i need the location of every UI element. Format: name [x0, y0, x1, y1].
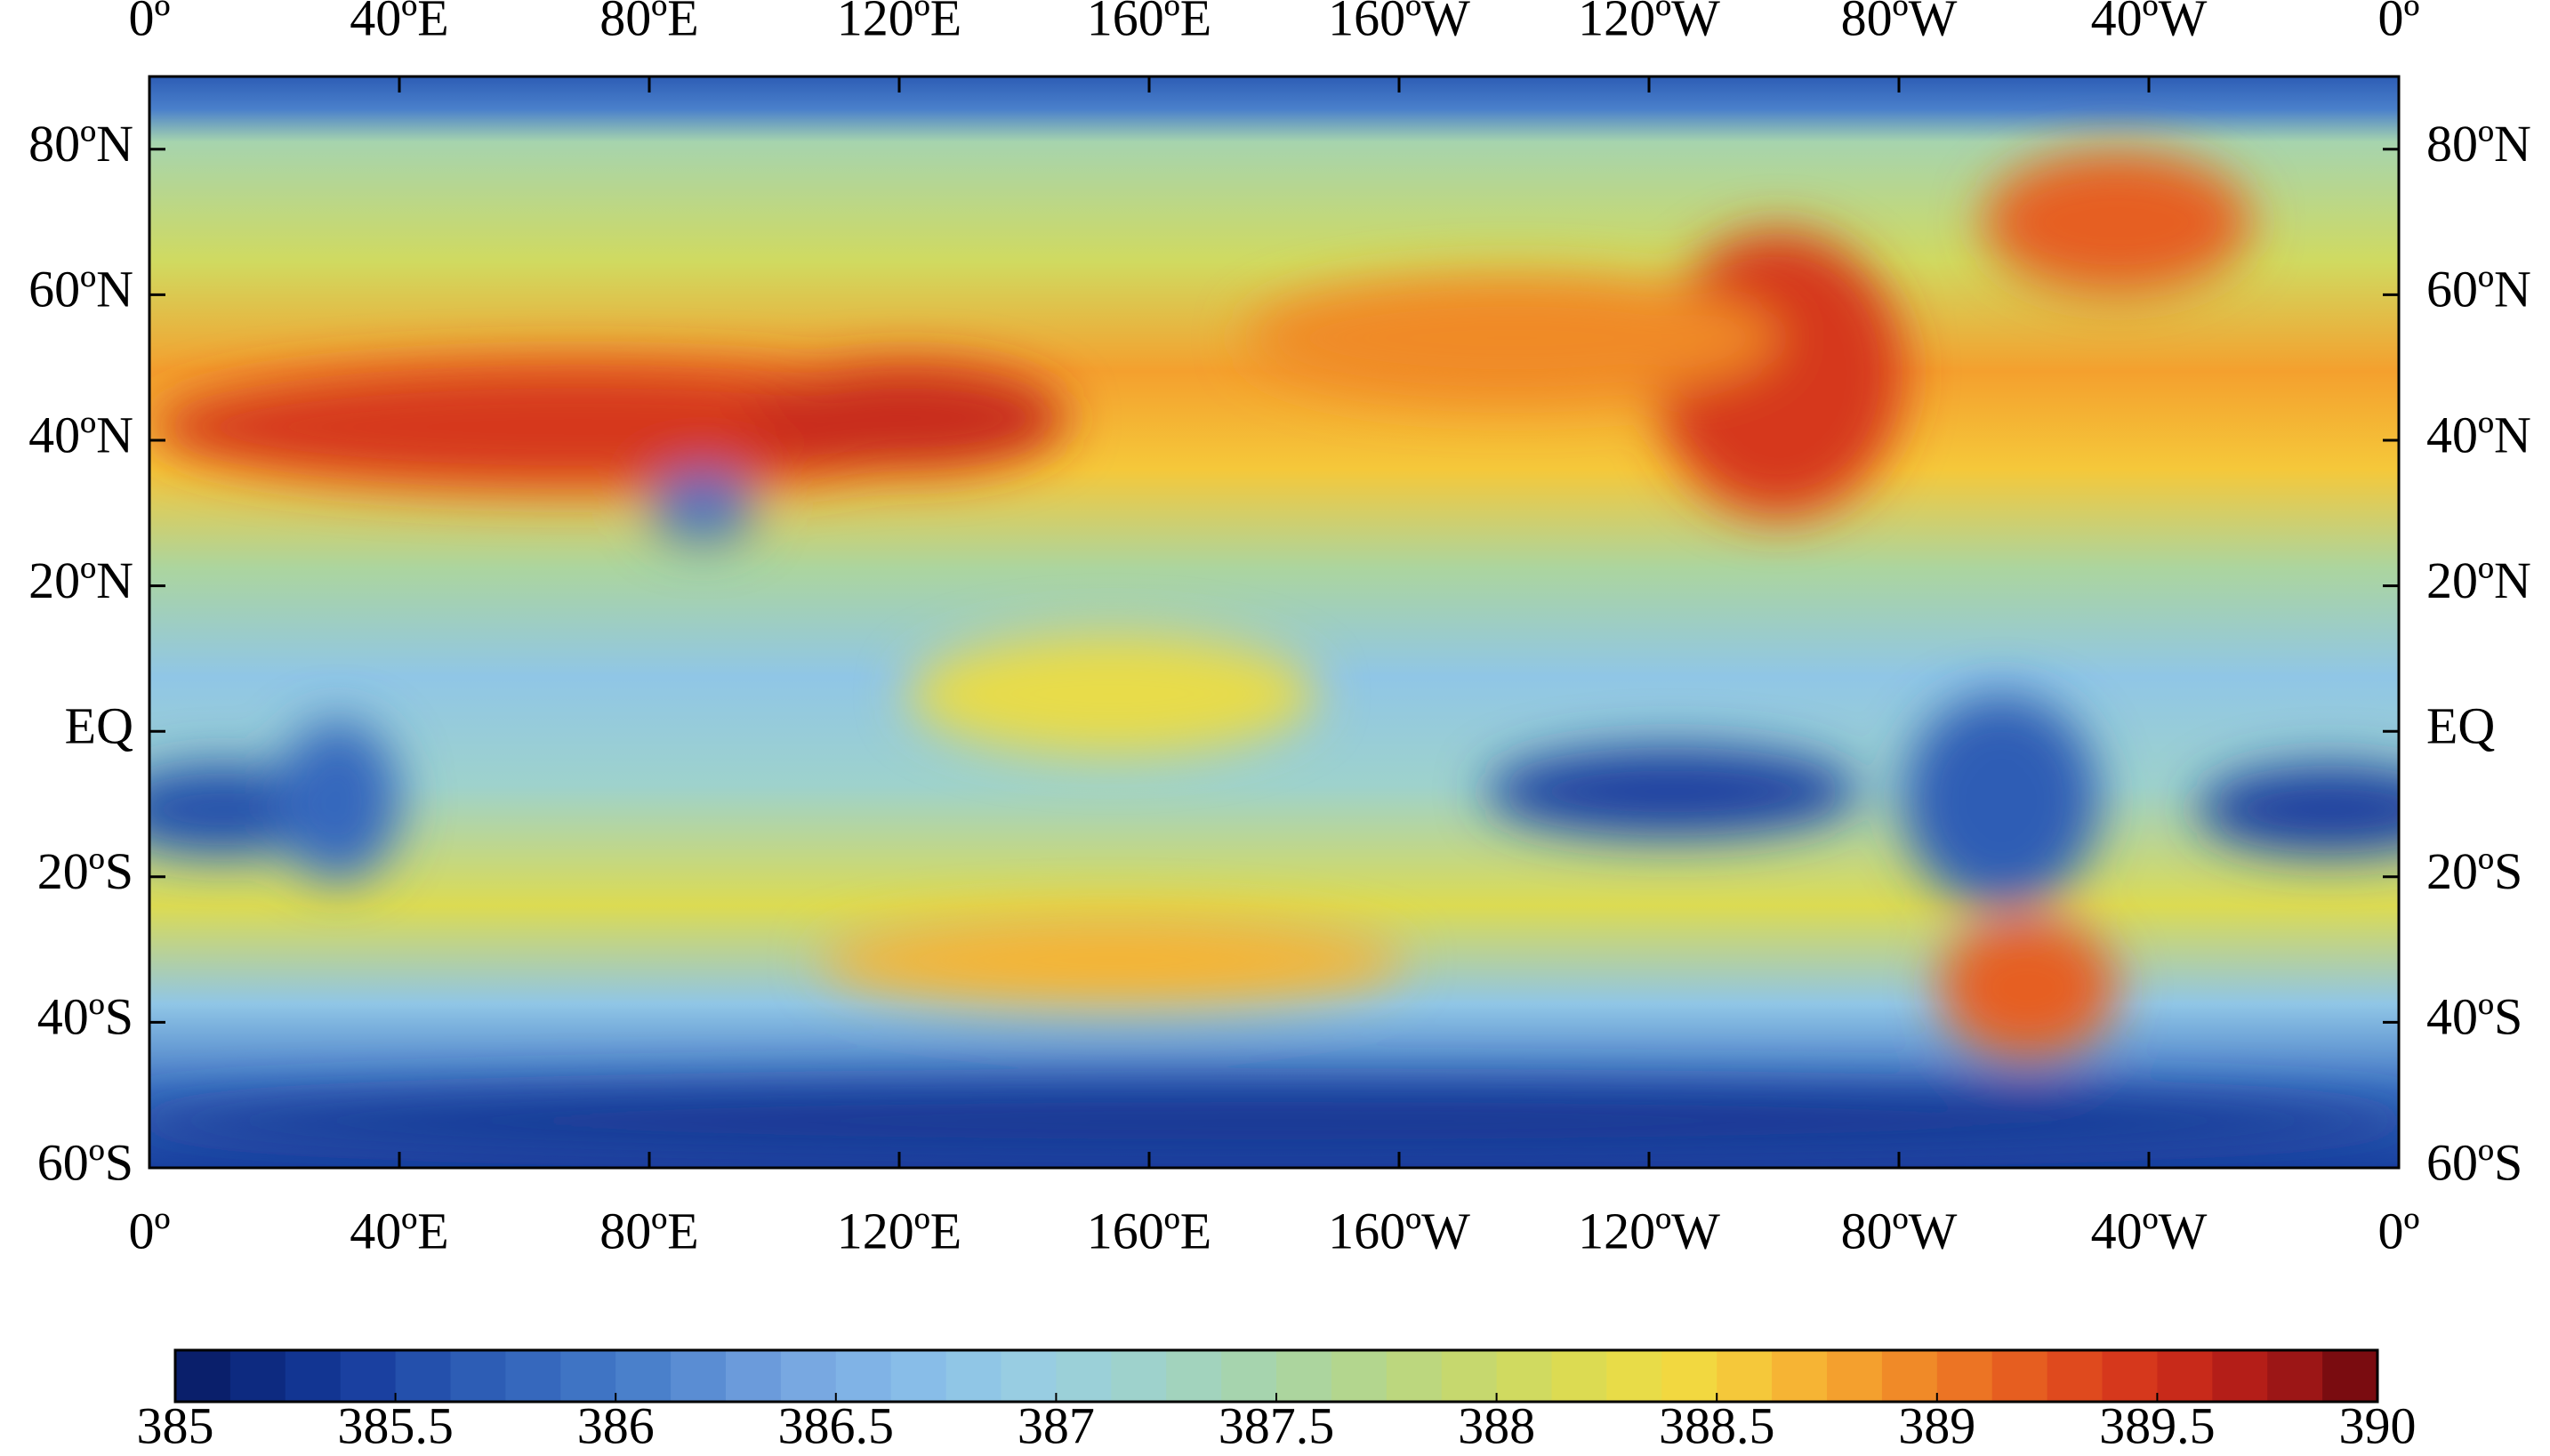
colorbar-swatch	[285, 1350, 342, 1402]
colorbar-swatch	[780, 1350, 837, 1402]
x-tick-label: 80ºW	[1841, 0, 1958, 46]
y-tick-label: 80ºN	[28, 115, 133, 173]
colorbar-swatch	[615, 1350, 672, 1402]
colorbar-tick-label: 389.5	[2099, 1396, 2216, 1454]
colorbar-swatch	[671, 1350, 727, 1402]
colorbar-tick-label: 386	[577, 1396, 655, 1454]
colorbar-swatch	[1111, 1350, 1167, 1402]
x-tick-label: 40ºW	[2091, 1202, 2208, 1259]
colorbar-swatch	[2157, 1350, 2213, 1402]
colorbar-swatch	[1772, 1350, 1828, 1402]
x-tick-label: 40ºE	[350, 0, 448, 46]
colorbar-swatch	[1661, 1350, 1717, 1402]
colorbar-swatch	[1001, 1350, 1057, 1402]
x-tick-label: 80ºE	[599, 1202, 698, 1259]
y-tick-label: 40ºN	[2426, 406, 2531, 463]
colorbar-swatch	[945, 1350, 1001, 1402]
colorbar-swatch	[505, 1350, 561, 1402]
y-tick-label: 20ºS	[2426, 842, 2522, 900]
x-tick-label: 80ºE	[599, 0, 698, 46]
y-tick-label: 40ºS	[37, 988, 133, 1046]
colorbar-swatch	[1331, 1350, 1388, 1402]
colorbar-swatch	[1166, 1350, 1222, 1402]
colorbar-swatch	[835, 1350, 892, 1402]
colorbar-swatch	[1991, 1350, 2048, 1402]
x-tick-label: 160ºW	[1328, 1202, 1470, 1259]
map-field	[149, 76, 2399, 1168]
colorbar-swatch	[395, 1350, 451, 1402]
colorbar-swatch	[1551, 1350, 1607, 1402]
x-tick-label: 0º	[129, 0, 171, 46]
colorbar-swatch	[890, 1350, 947, 1402]
x-tick-label: 40ºE	[350, 1202, 448, 1259]
y-tick-label: 60ºS	[37, 1133, 133, 1191]
colorbar-swatch	[450, 1350, 506, 1402]
x-tick-label: 160ºE	[1087, 1202, 1211, 1259]
colorbar-swatch	[1386, 1350, 1443, 1402]
colorbar-tick-label: 388.5	[1659, 1396, 1775, 1454]
colorbar-tick-label: 390	[2339, 1396, 2417, 1454]
y-tick-label: 40ºN	[28, 406, 133, 463]
colorbar-swatch	[2322, 1350, 2378, 1402]
x-tick-label: 80ºW	[1841, 1202, 1958, 1259]
colorbar-swatch	[1056, 1350, 1112, 1402]
x-tick-label: 40ºW	[2091, 0, 2208, 46]
y-tick-label: 20ºN	[28, 551, 133, 609]
y-tick-label: 20ºN	[2426, 551, 2531, 609]
colorbar-tick-label: 386.5	[778, 1396, 895, 1454]
colorbar-tick-label: 387	[1018, 1396, 1095, 1454]
colorbar-swatch	[2267, 1350, 2323, 1402]
x-tick-label: 120ºW	[1578, 0, 1720, 46]
colorbar-swatch	[1717, 1350, 1773, 1402]
colorbar-swatch	[340, 1350, 397, 1402]
colorbar-swatch	[726, 1350, 782, 1402]
x-tick-label: 120ºE	[837, 1202, 961, 1259]
x-tick-label: 0º	[2378, 1202, 2420, 1259]
colorbar-tick-label: 389	[1898, 1396, 1975, 1454]
colorbar-tick-label: 387.5	[1219, 1396, 1335, 1454]
x-tick-label: 120ºW	[1578, 1202, 1720, 1259]
colorbar-swatch	[2212, 1350, 2268, 1402]
colorbar-swatch	[2047, 1350, 2103, 1402]
x-tick-label: 0º	[2378, 0, 2420, 46]
y-tick-label: 60ºN	[2426, 261, 2531, 318]
colorbar-swatch	[1827, 1350, 1883, 1402]
y-tick-label: EQ	[2426, 697, 2495, 755]
colorbar-swatch	[1936, 1350, 1993, 1402]
x-tick-label: 160ºE	[1087, 0, 1211, 46]
y-tick-label: 20ºS	[37, 842, 133, 900]
colorbar-swatch	[2102, 1350, 2158, 1402]
colorbar-tick-label: 385.5	[337, 1396, 454, 1454]
colorbar-swatch	[175, 1350, 231, 1402]
colorbar-swatch	[1606, 1350, 1662, 1402]
y-tick-label: 60ºN	[28, 261, 133, 318]
colorbar-swatch	[1441, 1350, 1498, 1402]
x-tick-label: 0º	[129, 1202, 171, 1259]
colorbar-swatch	[1221, 1350, 1277, 1402]
y-tick-label: EQ	[65, 697, 133, 755]
x-tick-label: 120ºE	[837, 0, 961, 46]
colorbar-tick-label: 385	[137, 1396, 214, 1454]
map-frame	[148, 75, 2401, 1170]
y-tick-label: 40ºS	[2426, 988, 2522, 1046]
colorbar-swatch	[1496, 1350, 1552, 1402]
colorbar-tick-label: 388	[1458, 1396, 1535, 1454]
y-tick-label: 80ºN	[2426, 115, 2531, 173]
axes: 0º 0º 40ºE 40ºE 80ºE 80ºE 120ºE 120ºE 160ºE 160ºE…	[28, 0, 2531, 1259]
colorbar: 385 385.5 386 386.5 387 387.5 388 388.5 389 389.5…	[137, 1348, 2417, 1454]
x-tick-label: 160ºW	[1328, 0, 1470, 46]
colorbar-swatch	[229, 1350, 286, 1402]
colorbar-swatch	[560, 1350, 616, 1402]
y-tick-label: 60ºS	[2426, 1133, 2522, 1191]
colorbar-swatch	[1276, 1350, 1332, 1402]
colorbar-swatch	[1881, 1350, 1938, 1402]
